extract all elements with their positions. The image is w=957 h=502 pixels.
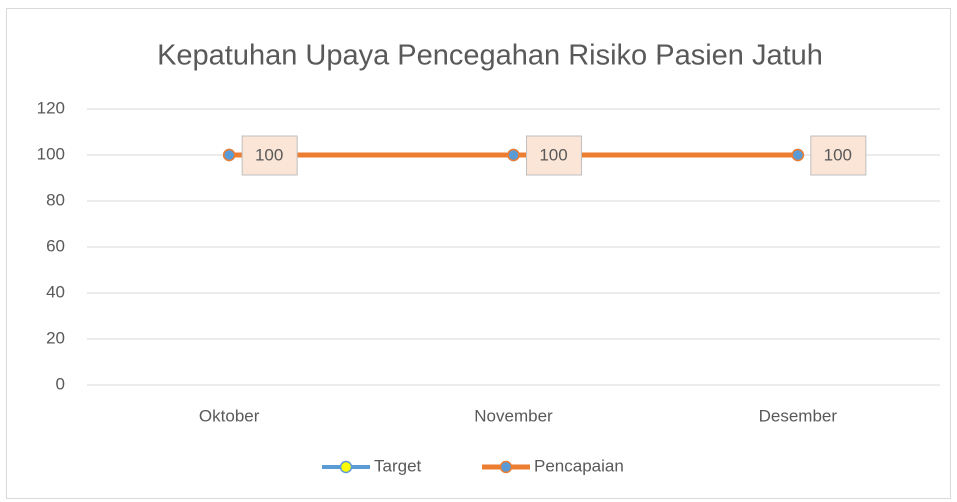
data-label: 100: [824, 145, 852, 164]
data-label-box: [526, 135, 582, 176]
data-label: 100: [539, 145, 567, 164]
y-tick-label: 120: [37, 98, 65, 117]
legend-label: Target: [374, 456, 422, 475]
point-marker: [222, 148, 236, 162]
y-tick-label: 100: [37, 144, 65, 163]
legend-marker: [339, 460, 353, 474]
y-tick-label: 80: [46, 190, 65, 209]
y-tick-label: 60: [46, 236, 65, 255]
data-label-box: [810, 135, 867, 176]
data-label-box: [241, 135, 298, 176]
x-tick-label: November: [474, 406, 553, 425]
point-marker: [791, 148, 805, 162]
chart-border: [6, 8, 951, 499]
data-label: 100: [255, 145, 283, 164]
x-tick-label: Desember: [759, 406, 838, 425]
y-tick-label: 0: [56, 374, 65, 393]
point-marker: [507, 148, 520, 162]
legend-label: Pencapaian: [534, 456, 624, 475]
chart-title: Kepatuhan Upaya Pencegahan Risiko Pasien…: [157, 40, 823, 72]
x-tick-label: Oktober: [199, 406, 260, 425]
y-tick-label: 20: [46, 328, 65, 347]
y-tick-label: 40: [46, 282, 65, 301]
legend-marker: [499, 460, 513, 474]
